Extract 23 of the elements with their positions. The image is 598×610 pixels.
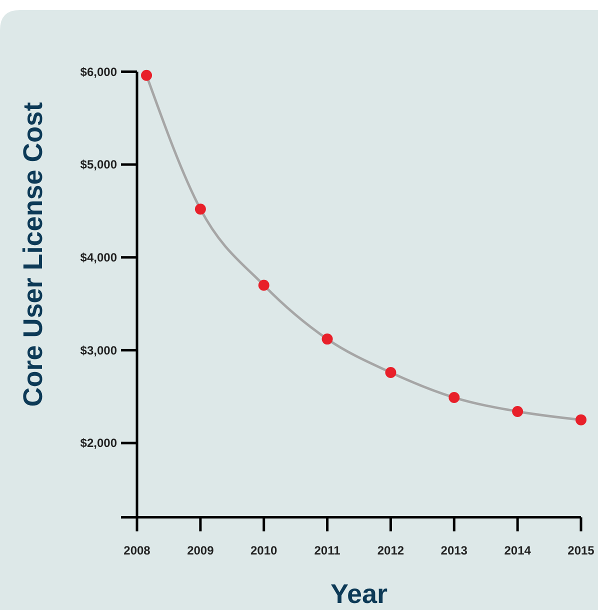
- point: [194, 204, 206, 215]
- point: [322, 334, 333, 345]
- point: [448, 392, 460, 404]
- x-tick-label: 2015: [568, 543, 595, 558]
- point: [576, 414, 586, 426]
- y-axis-title: Core User License Cost: [18, 102, 48, 407]
- point: [258, 280, 270, 291]
- x-axis-title: Year: [330, 579, 388, 609]
- y-tick-label: $5,000: [80, 158, 118, 172]
- x-tick-label: 2011: [314, 543, 341, 558]
- point: [141, 70, 152, 81]
- x-tick-label: 2013: [440, 543, 468, 558]
- point: [385, 366, 396, 378]
- y-tick-label: $6,000: [80, 64, 118, 79]
- y-tick-label: $4,000: [80, 250, 118, 265]
- x-tick-label: 2009: [187, 543, 214, 558]
- y-tick-label: $2,000: [80, 436, 118, 450]
- point: [512, 406, 524, 417]
- x-tick-label: 2008: [124, 543, 151, 558]
- x-tick-label: 2012: [377, 543, 404, 558]
- x-tick-label: 2010: [250, 543, 278, 558]
- y-tick-label: $3,000: [80, 343, 118, 358]
- x-tick-label: 2014: [504, 543, 532, 558]
